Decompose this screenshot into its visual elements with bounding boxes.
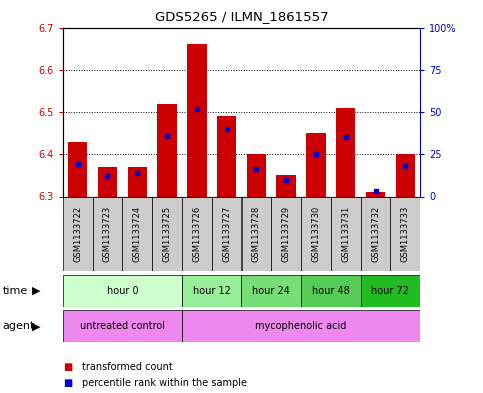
Text: GSM1133723: GSM1133723 <box>103 206 112 262</box>
Bar <box>301 275 361 307</box>
Bar <box>366 192 385 196</box>
Text: GSM1133725: GSM1133725 <box>163 206 171 262</box>
Bar <box>247 154 266 196</box>
Bar <box>182 310 420 342</box>
Text: agent: agent <box>2 321 35 331</box>
Bar <box>242 275 301 307</box>
Bar <box>331 196 361 271</box>
Bar <box>182 275 242 307</box>
Text: GSM1133731: GSM1133731 <box>341 206 350 262</box>
Bar <box>242 196 271 271</box>
Bar <box>336 108 355 196</box>
Text: ▶: ▶ <box>32 321 41 331</box>
Text: transformed count: transformed count <box>82 362 173 373</box>
Bar <box>217 116 236 196</box>
Bar <box>157 104 177 196</box>
Bar <box>152 196 182 271</box>
Bar <box>63 196 93 271</box>
Text: GSM1133724: GSM1133724 <box>133 206 142 262</box>
Text: ▶: ▶ <box>32 286 41 296</box>
Bar <box>68 141 87 196</box>
Text: GDS5265 / ILMN_1861557: GDS5265 / ILMN_1861557 <box>155 10 328 23</box>
Text: GSM1133730: GSM1133730 <box>312 206 320 262</box>
Text: hour 72: hour 72 <box>371 286 410 296</box>
Text: GSM1133728: GSM1133728 <box>252 206 261 262</box>
Text: mycophenolic acid: mycophenolic acid <box>256 321 347 331</box>
Bar <box>301 196 331 271</box>
Text: GSM1133722: GSM1133722 <box>73 206 82 262</box>
Bar <box>63 310 182 342</box>
Bar <box>390 196 420 271</box>
Text: hour 24: hour 24 <box>252 286 290 296</box>
Bar <box>122 196 152 271</box>
Text: ■: ■ <box>63 378 72 388</box>
Bar <box>276 175 296 196</box>
Text: time: time <box>2 286 28 296</box>
Text: GSM1133726: GSM1133726 <box>192 206 201 262</box>
Bar <box>128 167 147 196</box>
Text: GSM1133732: GSM1133732 <box>371 206 380 262</box>
Bar <box>93 196 122 271</box>
Text: ■: ■ <box>63 362 72 373</box>
Text: percentile rank within the sample: percentile rank within the sample <box>82 378 247 388</box>
Bar <box>187 44 207 196</box>
Text: hour 12: hour 12 <box>193 286 231 296</box>
Bar <box>98 167 117 196</box>
Bar <box>361 196 390 271</box>
Bar <box>212 196 242 271</box>
Bar <box>306 133 326 196</box>
Bar <box>63 275 182 307</box>
Text: GSM1133729: GSM1133729 <box>282 206 291 262</box>
Text: hour 0: hour 0 <box>107 286 138 296</box>
Bar <box>271 196 301 271</box>
Text: hour 48: hour 48 <box>312 286 350 296</box>
Text: untreated control: untreated control <box>80 321 165 331</box>
Bar <box>396 154 415 196</box>
Text: GSM1133727: GSM1133727 <box>222 206 231 262</box>
Bar <box>182 196 212 271</box>
Text: GSM1133733: GSM1133733 <box>401 206 410 262</box>
Bar <box>361 275 420 307</box>
